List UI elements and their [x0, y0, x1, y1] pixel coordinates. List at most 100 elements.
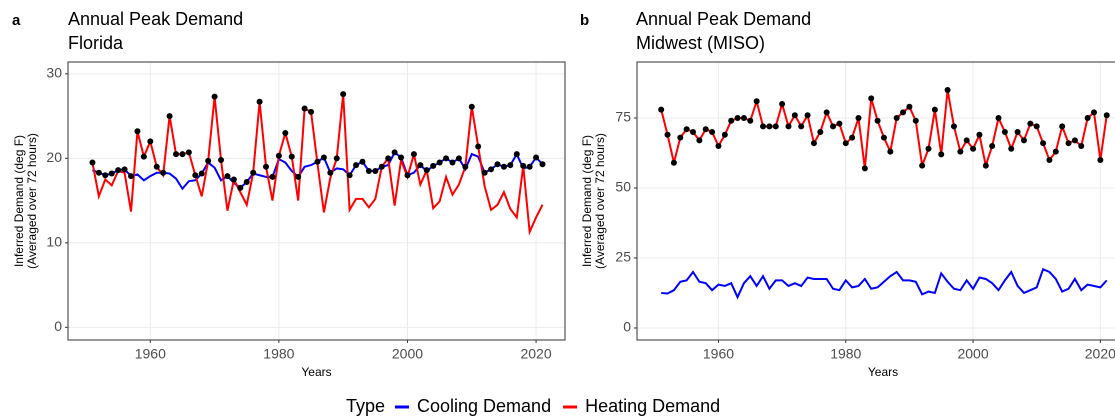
peak-point: [830, 123, 837, 130]
peak-point: [989, 142, 996, 149]
peak-point: [327, 169, 334, 176]
peak-point: [823, 109, 830, 116]
peak-point: [115, 167, 122, 174]
peak-point: [779, 100, 786, 107]
peak-point: [1097, 156, 1104, 163]
peak-point: [919, 162, 926, 169]
peak-point: [192, 172, 199, 179]
peak-point: [340, 91, 347, 98]
peak-point: [1065, 140, 1072, 147]
peak-point: [658, 106, 665, 113]
peak-point: [436, 159, 443, 166]
plot-area: [68, 62, 565, 340]
peak-point: [1033, 123, 1040, 130]
peak-point: [89, 159, 96, 166]
plot-background: [637, 62, 1115, 340]
peak-point: [365, 168, 372, 175]
peak-point: [160, 169, 167, 176]
peak-point: [1027, 120, 1034, 127]
legend-label: Cooling Demand: [417, 396, 551, 416]
peak-point: [670, 159, 677, 166]
peak-point: [205, 157, 212, 164]
peak-point: [753, 98, 760, 105]
x-axis-title: Years: [868, 365, 898, 379]
peak-point: [906, 103, 913, 110]
peak-point: [734, 114, 741, 121]
peak-point: [385, 155, 392, 162]
peak-point: [1103, 112, 1110, 119]
peak-point: [95, 169, 102, 176]
peak-point: [995, 114, 1002, 121]
x-tick-label: 2000: [392, 346, 423, 362]
peak-point: [817, 128, 824, 135]
peak-point: [690, 128, 697, 135]
y-tick-label: 50: [615, 179, 631, 195]
peak-point: [230, 176, 237, 183]
peak-point: [1020, 137, 1027, 144]
peak-point: [128, 173, 135, 180]
x-tick-label: 1960: [135, 346, 166, 362]
plot-border: [67, 61, 566, 341]
peak-point: [166, 113, 173, 120]
x-tick-label: 1960: [703, 346, 734, 362]
peak-point: [243, 178, 250, 185]
peak-point: [449, 159, 456, 166]
peak-point: [404, 172, 411, 179]
peak-point: [976, 131, 983, 138]
peak-point: [140, 153, 147, 160]
peak-point: [740, 114, 747, 121]
peak-point: [314, 158, 321, 165]
plot-border: [636, 61, 1115, 341]
peak-point: [533, 154, 540, 161]
peak-point: [372, 168, 379, 175]
y-tick-label: 30: [46, 65, 62, 81]
peak-point: [108, 170, 115, 177]
peak-point: [868, 95, 875, 102]
peak-point: [683, 126, 690, 133]
peak-point: [134, 128, 141, 135]
peak-point: [836, 120, 843, 127]
peak-point: [179, 151, 186, 158]
peak-point: [275, 152, 282, 159]
peak-point: [211, 93, 218, 100]
peak-point: [417, 162, 424, 169]
peak-point: [747, 117, 754, 124]
peak-point: [944, 86, 951, 93]
peak-point: [709, 128, 716, 135]
peak-point: [970, 145, 977, 152]
peak-point: [1040, 140, 1047, 147]
chart-subtitle: Florida: [68, 33, 124, 53]
peak-point: [849, 134, 856, 141]
plot-area: [637, 62, 1115, 340]
chart-title: Annual Peak Demand: [636, 9, 811, 29]
peak-point: [696, 137, 703, 144]
plot-background: [68, 62, 565, 340]
peak-point: [410, 151, 417, 158]
peak-point: [153, 163, 160, 170]
y-axis-title: (Averaged over 72 hours): [593, 133, 607, 269]
peak-point: [677, 134, 684, 141]
peak-point: [1078, 142, 1085, 149]
peak-point: [526, 163, 533, 170]
peak-point: [488, 166, 495, 173]
peak-point: [462, 163, 469, 170]
peak-point: [1090, 109, 1097, 116]
peak-point: [320, 154, 327, 161]
legend-label: Heating Demand: [585, 396, 720, 416]
peak-point: [982, 162, 989, 169]
peak-point: [391, 149, 398, 156]
peak-point: [1001, 128, 1008, 135]
chart-subtitle: Midwest (MISO): [636, 33, 765, 53]
peak-point: [702, 126, 709, 133]
series-line: [661, 267, 1108, 300]
peak-point: [861, 165, 868, 172]
peak-point: [950, 123, 957, 130]
peak-point: [256, 98, 263, 105]
peak-point: [481, 169, 488, 176]
peak-point: [198, 170, 205, 177]
peak-point: [785, 123, 792, 130]
x-tick-label: 2020: [520, 346, 551, 362]
peak-point: [721, 131, 728, 138]
peak-point: [880, 134, 887, 141]
